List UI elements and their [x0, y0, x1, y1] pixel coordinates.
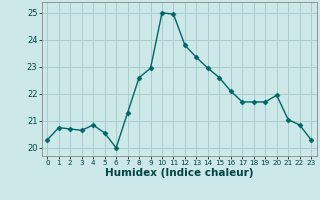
X-axis label: Humidex (Indice chaleur): Humidex (Indice chaleur)	[105, 168, 253, 178]
